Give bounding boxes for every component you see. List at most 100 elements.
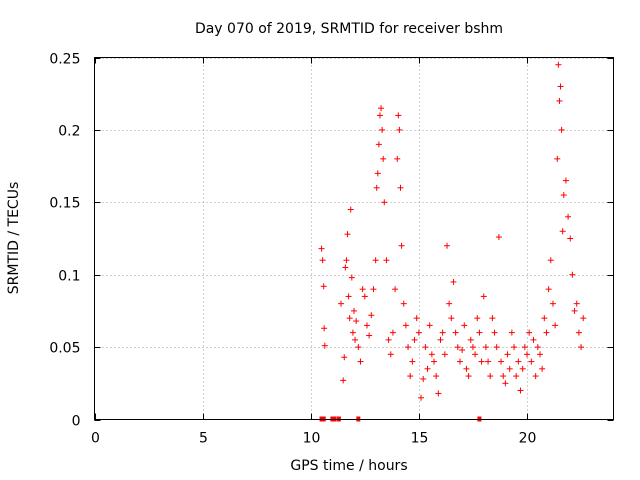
data-point [448,315,455,322]
data-point [387,351,394,358]
data-point [409,358,416,365]
data-point [420,375,427,382]
data-point [380,155,387,162]
data-point [392,286,399,293]
data-point [375,141,382,148]
data-point [363,322,370,329]
data-point [361,293,368,300]
data-point [541,315,548,322]
data-point [411,336,418,343]
data-point [348,274,355,281]
data-point [459,346,466,353]
data-point [491,329,498,336]
data-point [562,177,569,184]
data-point [534,344,541,351]
data-point [428,351,435,358]
data-point [396,126,403,133]
data-point [560,192,567,199]
data-point [469,344,476,351]
data-point [422,344,429,351]
data-point [400,300,407,307]
data-point [580,315,587,322]
data-point [480,293,487,300]
data-point [547,257,554,264]
y-tick-label: 0.2 [58,124,80,140]
data-point [476,329,483,336]
data-point [341,354,348,361]
gridlines [94,57,614,420]
x-tick-label: 20 [519,431,537,447]
data-point [578,344,585,351]
x-axis-ticks: 0 5 10 15 20 [91,57,537,447]
data-point [344,231,351,238]
x-axis-label: GPS time / hours [290,458,407,474]
data-point [321,342,328,349]
data-point [407,373,414,380]
data-point [426,322,433,329]
data-point [478,358,485,365]
data-point [398,242,405,249]
data-point [385,336,392,343]
data-point [521,344,528,351]
data-point [555,61,562,68]
data-point [370,286,377,293]
data-point [528,358,535,365]
data-point [571,307,578,314]
data-point [318,245,325,252]
data-point [513,373,520,380]
data-point [489,315,496,322]
data-point [539,365,546,372]
data-point [567,235,574,242]
y-tick-label: 0 [72,414,81,430]
data-point [461,322,468,329]
data-point [506,365,513,372]
data-point [374,170,381,177]
y-tick-label: 0.15 [49,196,80,212]
data-point [543,329,550,336]
data-point [345,293,352,300]
data-point [338,300,345,307]
data-point [368,312,375,319]
y-tick-label: 0.1 [58,269,80,285]
data-point [446,300,453,307]
y-tick-label: 0.25 [49,52,80,68]
data-point [472,351,479,358]
data-point [431,358,438,365]
data-point [394,155,401,162]
data-point [405,344,412,351]
data-point [353,318,360,325]
data-point [450,278,457,285]
data-points [318,61,587,422]
data-point [519,365,526,372]
data-point [383,257,390,264]
data-point [532,373,539,380]
data-point [352,336,359,343]
data-point [536,351,543,358]
data-point [569,271,576,278]
data-point [372,257,379,264]
data-point [340,377,347,384]
data-point [346,315,353,322]
data-point [402,322,409,329]
data-point [437,336,444,343]
data-point [379,126,386,133]
data-point [530,336,537,343]
data-point [493,344,500,351]
data-point [558,126,565,133]
data-point [498,358,505,365]
y-axis-ticks: 0 0.05 0.1 0.15 0.2 0.25 [49,52,614,430]
data-point [359,286,366,293]
data-point [545,286,552,293]
data-point [554,155,561,162]
data-point [452,329,459,336]
data-point [463,365,470,372]
data-point [504,351,511,358]
data-point [500,373,507,380]
y-axis-label: SRMTID / TECUs [6,182,22,295]
data-point [441,351,448,358]
data-point [349,329,356,336]
data-point [347,206,354,213]
data-point [556,97,563,104]
data-point [487,373,494,380]
data-point [435,390,442,397]
